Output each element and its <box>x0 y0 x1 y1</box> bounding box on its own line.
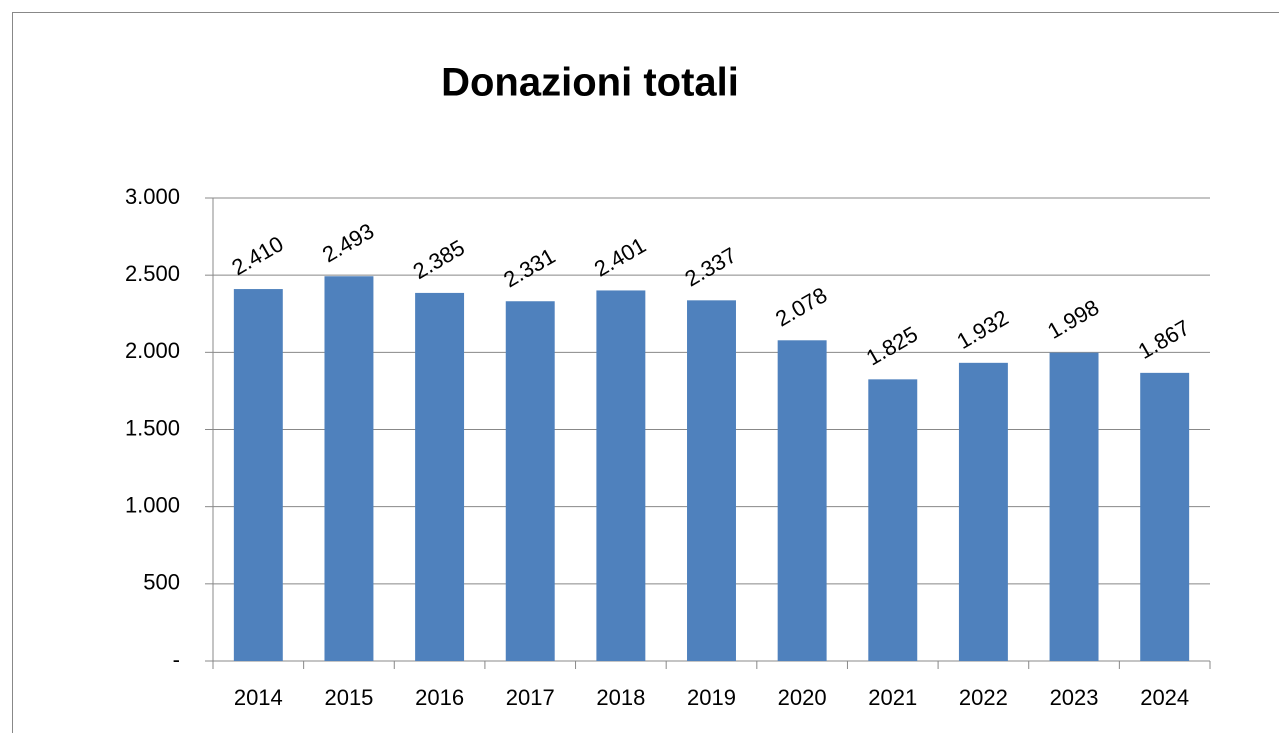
x-tick-label: 2014 <box>234 685 283 710</box>
bar <box>324 276 374 661</box>
data-label: 1.932 <box>952 305 1012 354</box>
data-label: 2.385 <box>409 235 469 284</box>
chart-frame <box>12 12 1279 733</box>
data-label: 2.078 <box>771 282 831 331</box>
data-label: 2.410 <box>227 231 287 280</box>
bar <box>505 301 555 661</box>
data-label: 2.331 <box>499 243 559 292</box>
x-tick-label: 2015 <box>324 685 373 710</box>
x-tick-label: 2021 <box>868 685 917 710</box>
y-tick-label: - <box>173 647 180 672</box>
y-tick-label: 1.500 <box>125 415 180 440</box>
bar <box>596 290 646 661</box>
y-tick-label: 2.000 <box>125 338 180 363</box>
bar <box>868 379 918 661</box>
x-tick-label: 2022 <box>959 685 1008 710</box>
data-label: 1.998 <box>1043 295 1103 344</box>
bar <box>233 289 283 661</box>
x-tick-label: 2024 <box>1140 685 1189 710</box>
x-tick-label: 2018 <box>596 685 645 710</box>
data-label: 1.867 <box>1134 315 1194 364</box>
data-label: 2.401 <box>590 232 650 281</box>
bar <box>958 362 1008 661</box>
bar <box>687 300 736 661</box>
bar <box>777 340 827 661</box>
y-tick-label: 1.000 <box>125 492 180 517</box>
bar <box>1140 372 1190 661</box>
bar <box>415 292 465 661</box>
x-tick-label: 2020 <box>778 685 827 710</box>
x-tick-label: 2019 <box>687 685 736 710</box>
x-tick-label: 2023 <box>1050 685 1099 710</box>
chart-title: Donazioni totali <box>441 61 739 105</box>
data-label: 1.825 <box>862 321 922 370</box>
y-tick-label: 2.500 <box>125 261 180 286</box>
data-label: 2.493 <box>318 218 378 267</box>
x-tick-label: 2017 <box>506 685 555 710</box>
data-label: 2.337 <box>681 242 741 291</box>
x-tick-label: 2016 <box>415 685 464 710</box>
y-tick-label: 3.000 <box>125 184 180 209</box>
y-tick-label: 500 <box>143 570 180 595</box>
bar <box>1049 352 1099 661</box>
